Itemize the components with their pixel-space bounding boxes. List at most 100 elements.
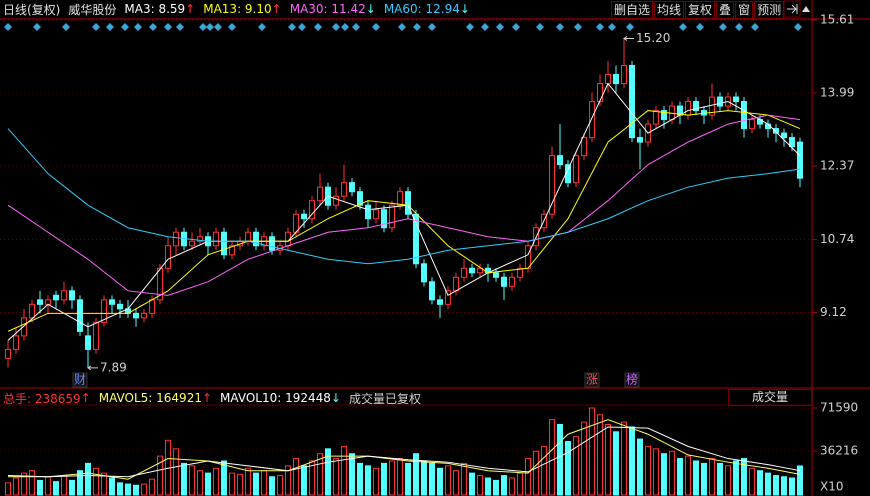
candle-body	[61, 290, 67, 301]
ma-legend: MA60: 12.94	[383, 2, 460, 16]
event-marker	[751, 23, 759, 31]
volume-bar	[373, 467, 379, 496]
candle-body	[69, 290, 75, 301]
period[interactable]: 日线(复权)	[3, 2, 61, 17]
ma-line	[8, 419, 801, 480]
event-marker	[556, 23, 564, 31]
volume-bar	[413, 453, 419, 496]
candle-body	[453, 276, 459, 292]
event-marker	[596, 23, 604, 31]
event-marker	[92, 23, 100, 31]
volume-bar	[613, 431, 619, 496]
ma-line	[7, 110, 801, 332]
event-marker	[608, 23, 616, 31]
mavol-legend: MAVOL10: 192448	[220, 391, 331, 405]
event-marker	[574, 23, 582, 31]
candle-body	[461, 267, 467, 278]
candle-body	[357, 191, 363, 206]
candle-body	[445, 290, 451, 305]
volume-bar	[157, 455, 163, 496]
y-tick-label: 71590	[820, 400, 858, 414]
toolbar: 日线(复权) 威华股份 MA3: 8.59 ↑ MA13: 9.10 ↑ MA30: 1…	[3, 0, 470, 18]
volume-bar	[637, 438, 643, 496]
event-marker	[398, 23, 406, 31]
event-marker	[258, 23, 266, 31]
candle-body	[309, 200, 315, 220]
button-group: 删自选 均线 复权叠窗预测	[611, 1, 785, 19]
volume-bar	[557, 424, 563, 496]
volume-bar	[301, 465, 307, 496]
candle-body	[469, 267, 475, 274]
candle-body	[149, 299, 155, 314]
candle-body	[693, 101, 699, 112]
volume-bar	[29, 470, 35, 496]
event-marker	[332, 23, 340, 31]
volume-bar	[733, 460, 739, 496]
volume-bar	[757, 470, 763, 496]
candle-body	[141, 312, 147, 319]
volume-bar	[341, 445, 347, 496]
ma-line	[7, 426, 801, 478]
annotation-arrow	[87, 365, 98, 371]
toolbar-button[interactable]: 叠	[716, 1, 735, 19]
candle-body	[53, 294, 59, 301]
volume-bar	[309, 460, 315, 496]
volume-bar	[629, 426, 635, 496]
volume-bar	[253, 472, 259, 496]
y-tick-label: 10.74	[820, 232, 854, 246]
volume-bar	[349, 453, 355, 496]
indicator-select[interactable]: 成交量	[728, 389, 812, 406]
candle-body	[349, 182, 355, 193]
volume-bar	[589, 407, 595, 496]
ma-legend: MA13: 9.10	[203, 2, 272, 16]
event-marker	[679, 23, 687, 31]
ma-line	[7, 128, 801, 265]
event-marker	[626, 23, 634, 31]
candle-body	[653, 110, 659, 125]
volume-bar	[189, 465, 195, 496]
toolbar-button[interactable]: 预测	[754, 1, 785, 19]
event-marker	[481, 23, 489, 31]
candle-body	[173, 231, 179, 247]
candle-body	[629, 65, 635, 139]
y-tick-label: 12.37	[820, 159, 854, 173]
candle-body	[781, 132, 787, 139]
volume-bar	[429, 462, 435, 496]
toolbar-button[interactable]: 复权	[685, 1, 716, 19]
event-marker	[352, 23, 360, 31]
event-marker	[149, 23, 157, 31]
event-marker	[512, 23, 520, 31]
candle-body	[253, 231, 259, 247]
candle-body	[749, 119, 755, 130]
volume-bar	[333, 458, 339, 496]
candle-body	[37, 299, 43, 305]
volume-bar	[741, 458, 747, 496]
candle-body	[373, 209, 379, 220]
candle-body	[157, 267, 163, 301]
volume-bar	[221, 460, 227, 496]
candle-body	[517, 267, 523, 278]
event-marker	[288, 23, 296, 31]
event-marker	[536, 23, 544, 31]
toolbar-button[interactable]: 均线	[654, 1, 685, 19]
toolbar-button[interactable]: 删自选	[611, 1, 654, 19]
toolbar-button[interactable]: 窗	[735, 1, 754, 19]
volume-bar	[125, 483, 131, 496]
candle-body	[85, 335, 91, 350]
candle-body	[13, 335, 19, 350]
event-marker	[199, 23, 207, 31]
candle-body	[421, 263, 427, 283]
candle-body	[229, 245, 235, 256]
volume-bar	[709, 458, 715, 496]
candle-body	[581, 137, 587, 157]
volume-bar	[485, 477, 491, 496]
volume-bar	[677, 458, 683, 496]
volume-bar	[229, 472, 235, 496]
volume-bar	[245, 467, 251, 496]
event-marker	[719, 23, 727, 31]
volume-bar	[293, 458, 299, 496]
candle-body	[133, 312, 139, 319]
volume-bar	[525, 458, 531, 496]
volume-bar	[789, 477, 795, 496]
